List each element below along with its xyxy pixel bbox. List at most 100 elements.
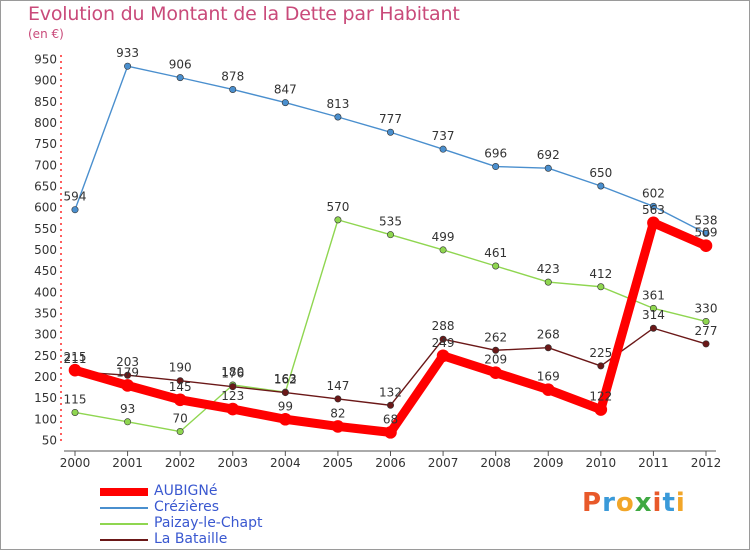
y-tick-label: 450 xyxy=(34,264,57,278)
x-tick-label: 2011 xyxy=(638,456,669,470)
data-label: 509 xyxy=(695,226,718,240)
data-point xyxy=(439,246,447,254)
legend-swatch xyxy=(100,523,148,525)
data-point xyxy=(492,346,500,354)
data-point xyxy=(176,377,184,385)
data-point xyxy=(281,99,289,107)
y-tick-label: 700 xyxy=(34,158,57,172)
x-tick-label: 2001 xyxy=(112,456,143,470)
legend-label: Paizay-le-Chapt xyxy=(154,515,263,531)
data-point xyxy=(124,418,132,426)
data-point xyxy=(386,401,394,409)
data-point xyxy=(229,85,237,93)
data-point xyxy=(173,393,187,407)
chart-title: Evolution du Montant de la Dette par Hab… xyxy=(28,3,460,25)
y-tick-label: 800 xyxy=(34,116,57,130)
data-label: 737 xyxy=(432,129,455,143)
data-point xyxy=(68,363,82,377)
data-label: 145 xyxy=(169,380,192,394)
data-label: 179 xyxy=(116,365,139,379)
data-point xyxy=(229,383,237,391)
data-label: 268 xyxy=(537,328,560,342)
y-tick-label: 200 xyxy=(34,370,57,384)
data-label: 288 xyxy=(432,319,455,333)
data-point xyxy=(334,216,342,224)
y-tick-label: 550 xyxy=(34,222,57,236)
x-tick-label: 2005 xyxy=(323,456,354,470)
y-tick-label: 350 xyxy=(34,307,57,321)
x-tick-label: 2003 xyxy=(217,456,248,470)
data-label: 225 xyxy=(589,346,612,360)
data-label: 262 xyxy=(484,330,507,344)
data-label: 906 xyxy=(169,58,192,72)
x-tick-label: 2009 xyxy=(533,456,564,470)
data-label: 878 xyxy=(221,69,244,83)
y-tick-label: 400 xyxy=(34,285,57,299)
x-tick-label: 2000 xyxy=(60,456,91,470)
data-label: 538 xyxy=(695,213,718,227)
logo-letter: P xyxy=(582,488,603,518)
data-point xyxy=(649,202,657,210)
y-tick-label: 950 xyxy=(34,53,57,67)
legend-swatch xyxy=(100,539,148,541)
data-label: 122 xyxy=(589,390,612,404)
data-point xyxy=(699,239,713,252)
x-tick-label: 2007 xyxy=(428,456,459,470)
data-label: 190 xyxy=(169,361,192,375)
logo-letter: t xyxy=(662,488,676,518)
data-point xyxy=(121,379,134,392)
data-point xyxy=(702,229,710,237)
data-point xyxy=(597,283,605,291)
data-label: 180 xyxy=(221,365,244,379)
y-tick-label: 100 xyxy=(34,412,57,426)
data-label: 412 xyxy=(589,267,612,281)
data-label: 813 xyxy=(326,97,349,111)
y-tick-label: 650 xyxy=(34,180,57,194)
data-label: 692 xyxy=(537,148,560,162)
data-label: 169 xyxy=(537,370,560,384)
data-label: 570 xyxy=(326,200,349,214)
series-line xyxy=(74,65,707,235)
data-label: 70 xyxy=(173,412,188,426)
data-point xyxy=(702,340,710,348)
data-point xyxy=(226,402,240,416)
data-point xyxy=(649,304,657,312)
legend-label: Crézières xyxy=(154,499,220,515)
proxiti-logo: Proxiti xyxy=(582,488,686,518)
data-point xyxy=(71,206,79,214)
data-label: 777 xyxy=(379,112,402,126)
data-point xyxy=(71,408,79,416)
data-point xyxy=(597,182,605,190)
data-point xyxy=(439,335,447,343)
data-label: 211 xyxy=(64,352,87,366)
logo-letter: i xyxy=(652,488,663,518)
data-point xyxy=(492,163,500,171)
data-label: 163 xyxy=(274,372,297,386)
data-label: 602 xyxy=(642,186,665,200)
data-point xyxy=(386,128,394,136)
legend-swatch xyxy=(100,488,148,496)
logo-letter: o xyxy=(615,488,635,518)
data-point xyxy=(331,420,345,433)
x-tick-label: 2004 xyxy=(270,456,301,470)
data-point xyxy=(124,62,132,70)
data-label: 215 xyxy=(64,350,87,364)
data-label: 203 xyxy=(116,355,139,369)
data-label: 132 xyxy=(379,385,402,399)
data-point xyxy=(541,383,555,396)
line-chart: 50 100 150 200 250 300 350 400 450 500 550 600 650 70… xyxy=(34,46,721,470)
logo-letter: r xyxy=(602,488,616,518)
x-tick-label: 2006 xyxy=(375,456,406,470)
data-label: 330 xyxy=(695,301,718,315)
y-tick-label: 750 xyxy=(34,137,57,151)
data-label: 68 xyxy=(383,412,398,426)
data-point xyxy=(279,412,292,426)
x-tick-label: 2008 xyxy=(480,456,511,470)
x-tick-label: 2002 xyxy=(165,456,196,470)
data-label: 535 xyxy=(379,215,402,229)
data-point xyxy=(594,403,608,416)
y-tick-label: 600 xyxy=(34,201,57,215)
chart-unit: (en €) xyxy=(28,27,64,41)
data-label: 162 xyxy=(274,373,297,387)
